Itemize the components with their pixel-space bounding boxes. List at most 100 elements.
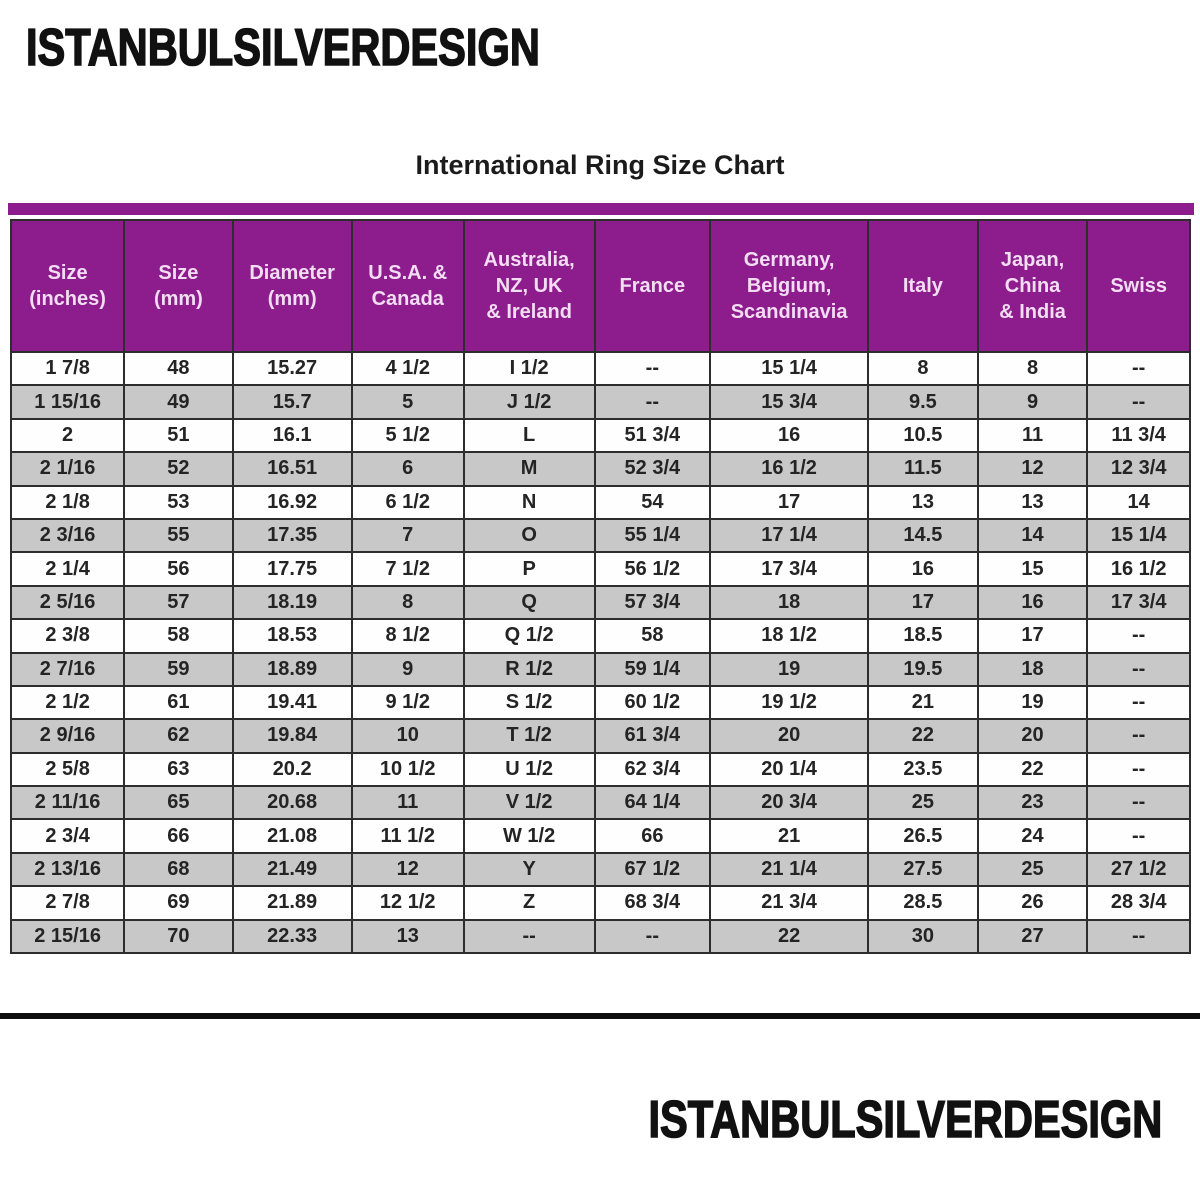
table-header-cell: U.S.A. & Canada [350,219,465,353]
table-cell: 55 [123,517,234,554]
table-cell: 17 3/4 [709,551,870,587]
header-accent-bar [8,203,1194,215]
table-cell: 49 [123,384,234,420]
table-cell: 28 3/4 [1086,885,1191,921]
table-cell: 22 [709,918,870,955]
table-cell: 8 [867,350,979,387]
table-cell: 16.92 [231,484,353,520]
table-cell: 55 1/4 [593,517,712,554]
table-cell: 2 1/2 [9,684,126,721]
table-cell: 10.5 [867,417,979,454]
table-cell: 15 1/4 [709,350,870,387]
table-cell: 2 [9,417,126,454]
table-cell: 25 [976,851,1089,888]
table-cell: 18 [976,651,1089,687]
table-cell: 18.5 [867,618,979,654]
table-cell: 66 [123,818,234,854]
table-cell: 59 1/4 [593,651,712,687]
table-row: 2 1/4 56 17.75 7 1/2 P 56 1/2 17 3/4 16 15 16 1/2 [9,551,1191,587]
table-cell: 2 3/4 [9,818,126,854]
table-cell: 13 [867,484,979,520]
table-cell: 21.49 [231,851,353,888]
bottom-divider [0,1013,1200,1019]
table-cell: 18 [709,584,870,621]
table-cell: -- [1086,684,1191,721]
table-cell: 11.5 [867,451,979,487]
table-cell: 58 [123,618,234,654]
table-row: 2 51 16.1 5 1/2 L 51 3/4 16 10.5 11 11 3/4 [9,417,1191,454]
table-row: 2 11/16 65 20.68 11 V 1/2 64 1/4 20 3/4 25 23 -- [9,785,1191,821]
table-cell: 57 [123,584,234,621]
table-cell: 11 [976,417,1089,454]
table-cell: 69 [123,885,234,921]
table-cell: 26.5 [867,818,979,854]
table-cell: 56 [123,551,234,587]
table-row: 2 3/16 55 17.35 7 O 55 1/4 17 1/4 14.5 14 15 1/4 [9,517,1191,554]
table-cell: 17.35 [231,517,353,554]
table-cell: -- [1086,384,1191,420]
ring-size-table: Size (inches) Size (mm) Diameter (mm) U.S.A… [9,219,1191,955]
table-cell: -- [1086,718,1191,754]
table-cell: 8 [976,350,1089,387]
table-cell: 18.53 [231,618,353,654]
table-cell: 52 3/4 [593,451,712,487]
table-header-cell: Germany, Belgium, Scandinavia [709,219,870,353]
table-cell: 16 [709,417,870,454]
table-cell: 11 [350,785,465,821]
table-cell: 25 [867,785,979,821]
table-header-cell: Japan, China & India [976,219,1089,353]
table-cell: 11 1/2 [350,818,465,854]
table-cell: 48 [123,350,234,387]
table-cell: 52 [123,451,234,487]
table-cell: 2 15/16 [9,918,126,955]
table-cell: -- [593,384,712,420]
table-cell: 16 [867,551,979,587]
table-cell: 66 [593,818,712,854]
table-cell: 19 [976,684,1089,721]
table-cell: 26 [976,885,1089,921]
table-cell: -- [1086,785,1191,821]
table-header-cell: Australia, NZ, UK & Ireland [462,219,596,353]
table-cell: 27 1/2 [1086,851,1191,888]
table-row: 1 7/8 48 15.27 4 1/2 I 1/2 -- 15 1/4 8 8 -- [9,350,1191,387]
table-cell: 21 [709,818,870,854]
table-cell: 23.5 [867,751,979,788]
table-cell: 17 [709,484,870,520]
table-cell: -- [593,918,712,955]
table-cell: 23 [976,785,1089,821]
table-cell: 20 [976,718,1089,754]
table-cell: 1 15/16 [9,384,126,420]
table-cell: U 1/2 [462,751,596,788]
table-cell: I 1/2 [462,350,596,387]
table-cell: T 1/2 [462,718,596,754]
table-row: 2 7/8 69 21.89 12 1/2 Z 68 3/4 21 3/4 28.5 26 28 … [9,885,1191,921]
table-cell: 7 1/2 [350,551,465,587]
table-cell: 17 [976,618,1089,654]
table-cell: 2 11/16 [9,785,126,821]
brand-logo-top: ISTANBULSILVERDESIGN [25,18,540,78]
table-cell: 6 1/2 [350,484,465,520]
table-cell: 13 [350,918,465,955]
table-cell: 27 [976,918,1089,955]
table-cell: 14.5 [867,517,979,554]
table-cell: 56 1/2 [593,551,712,587]
table-cell: 5 1/2 [350,417,465,454]
table-cell: 11 3/4 [1086,417,1191,454]
table-cell: Z [462,885,596,921]
table-cell: -- [462,918,596,955]
table-cell: 21 [867,684,979,721]
table-cell: Q [462,584,596,621]
table-cell: 1 7/8 [9,350,126,387]
table-cell: Y [462,851,596,888]
table-cell: 15 [976,551,1089,587]
table-cell: 12 [976,451,1089,487]
table-cell: 20.68 [231,785,353,821]
table-cell: 61 3/4 [593,718,712,754]
table-cell: 2 5/8 [9,751,126,788]
table-row: 2 7/16 59 18.89 9 R 1/2 59 1/4 19 19.5 18 -- [9,651,1191,687]
table-cell: 16.51 [231,451,353,487]
table-header-cell: Size (inches) [9,219,126,353]
table-cell: 2 1/4 [9,551,126,587]
table-row: 2 3/8 58 18.53 8 1/2 Q 1/2 58 18 1/2 18.5 17 -- [9,618,1191,654]
